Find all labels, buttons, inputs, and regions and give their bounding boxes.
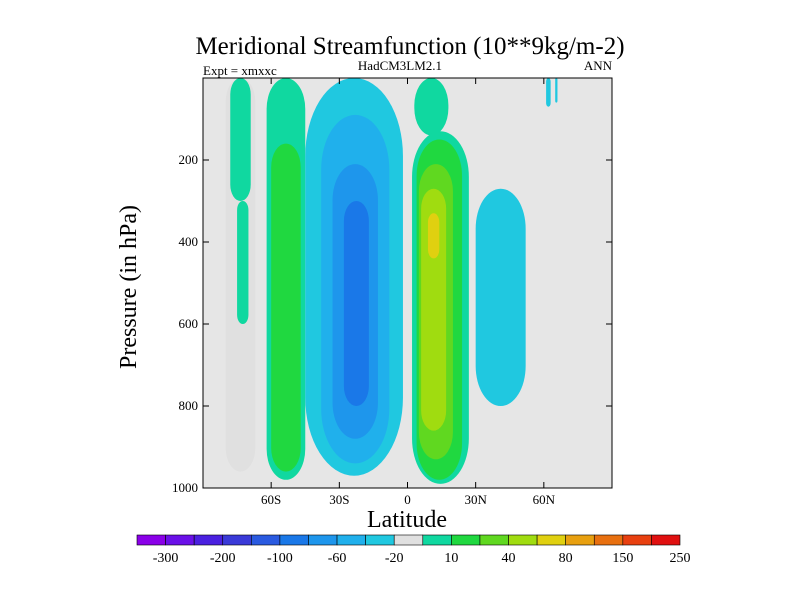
colorbar-label: -200 (210, 551, 236, 566)
contour-region-4 (271, 143, 301, 472)
plot-background (203, 78, 612, 488)
colorbar-label: -20 (385, 551, 404, 566)
colorbar-swatch (193, 534, 224, 546)
colorbar-swatch (365, 534, 395, 546)
colorbar-swatch (593, 534, 624, 546)
x-axis-title: Latitude (367, 507, 447, 533)
colorbar-swatch (565, 534, 595, 546)
colorbar-label: -60 (328, 551, 347, 566)
colorbar-swatch (279, 534, 309, 546)
contour-region-17 (555, 78, 558, 103)
colorbar-swatch (308, 534, 338, 546)
x-tick-label: 30S (329, 492, 349, 507)
contour-region-2 (237, 201, 249, 324)
colorbar-label: 40 (502, 551, 516, 566)
colorbar-swatch (451, 534, 481, 546)
colorbar-swatch (336, 534, 366, 546)
contour-region-1 (230, 78, 251, 201)
chart-title: Meridional Streamfunction (10**9kg/m-2) (195, 33, 624, 60)
season-label: ANN (584, 58, 613, 73)
colorbar-label: 10 (444, 551, 458, 566)
y-tick-label: 200 (179, 152, 199, 167)
colorbar-swatch (422, 534, 452, 546)
y-axis-ticks: 200 400 600 800 1000 (172, 152, 612, 495)
colorbar-swatch (251, 534, 281, 546)
contour-region-16 (546, 78, 551, 107)
experiment-label: Expt = xmxxc (203, 63, 277, 78)
x-axis-ticks: 60S 30S 0 30N 60N (261, 78, 556, 507)
y-tick-label: 1000 (172, 480, 198, 495)
contour-region-15 (475, 188, 526, 406)
colorbar-swatch (393, 534, 424, 546)
x-tick-label: 60S (261, 492, 281, 507)
contour-region-9 (414, 78, 449, 136)
y-tick-label: 400 (179, 234, 199, 249)
contour-region-8 (343, 201, 369, 406)
colorbar-swatch (651, 534, 681, 546)
colorbar-label: -300 (153, 551, 179, 566)
colorbar-label: -100 (267, 551, 293, 566)
model-label: HadCM3LM2.1 (358, 58, 442, 73)
colorbar-label: 80 (559, 551, 573, 566)
colorbar-swatch (536, 534, 566, 546)
colorbar-swatch (479, 534, 509, 546)
colorbar-label: 150 (612, 551, 633, 566)
colorbar-swatch (222, 534, 252, 546)
contour-region-13 (421, 188, 447, 431)
x-tick-label: 30N (464, 492, 487, 507)
x-tick-label: 60N (533, 492, 556, 507)
contour-fill-group (225, 78, 558, 484)
colorbar-swatch (508, 534, 538, 546)
contour-region-14 (427, 213, 440, 259)
y-axis-title: Pressure (in hPa) (116, 205, 142, 369)
colorbar-label: 250 (670, 551, 691, 566)
y-tick-label: 800 (179, 398, 199, 413)
x-tick-label: 0 (404, 492, 411, 507)
colorbar-swatch (622, 534, 652, 546)
y-tick-label: 600 (179, 316, 199, 331)
colorbar: -300 -200 -100 -60 -20 10 40 80 150 250 (136, 534, 691, 566)
colorbar-swatch (136, 534, 166, 546)
colorbar-swatch (165, 534, 195, 546)
